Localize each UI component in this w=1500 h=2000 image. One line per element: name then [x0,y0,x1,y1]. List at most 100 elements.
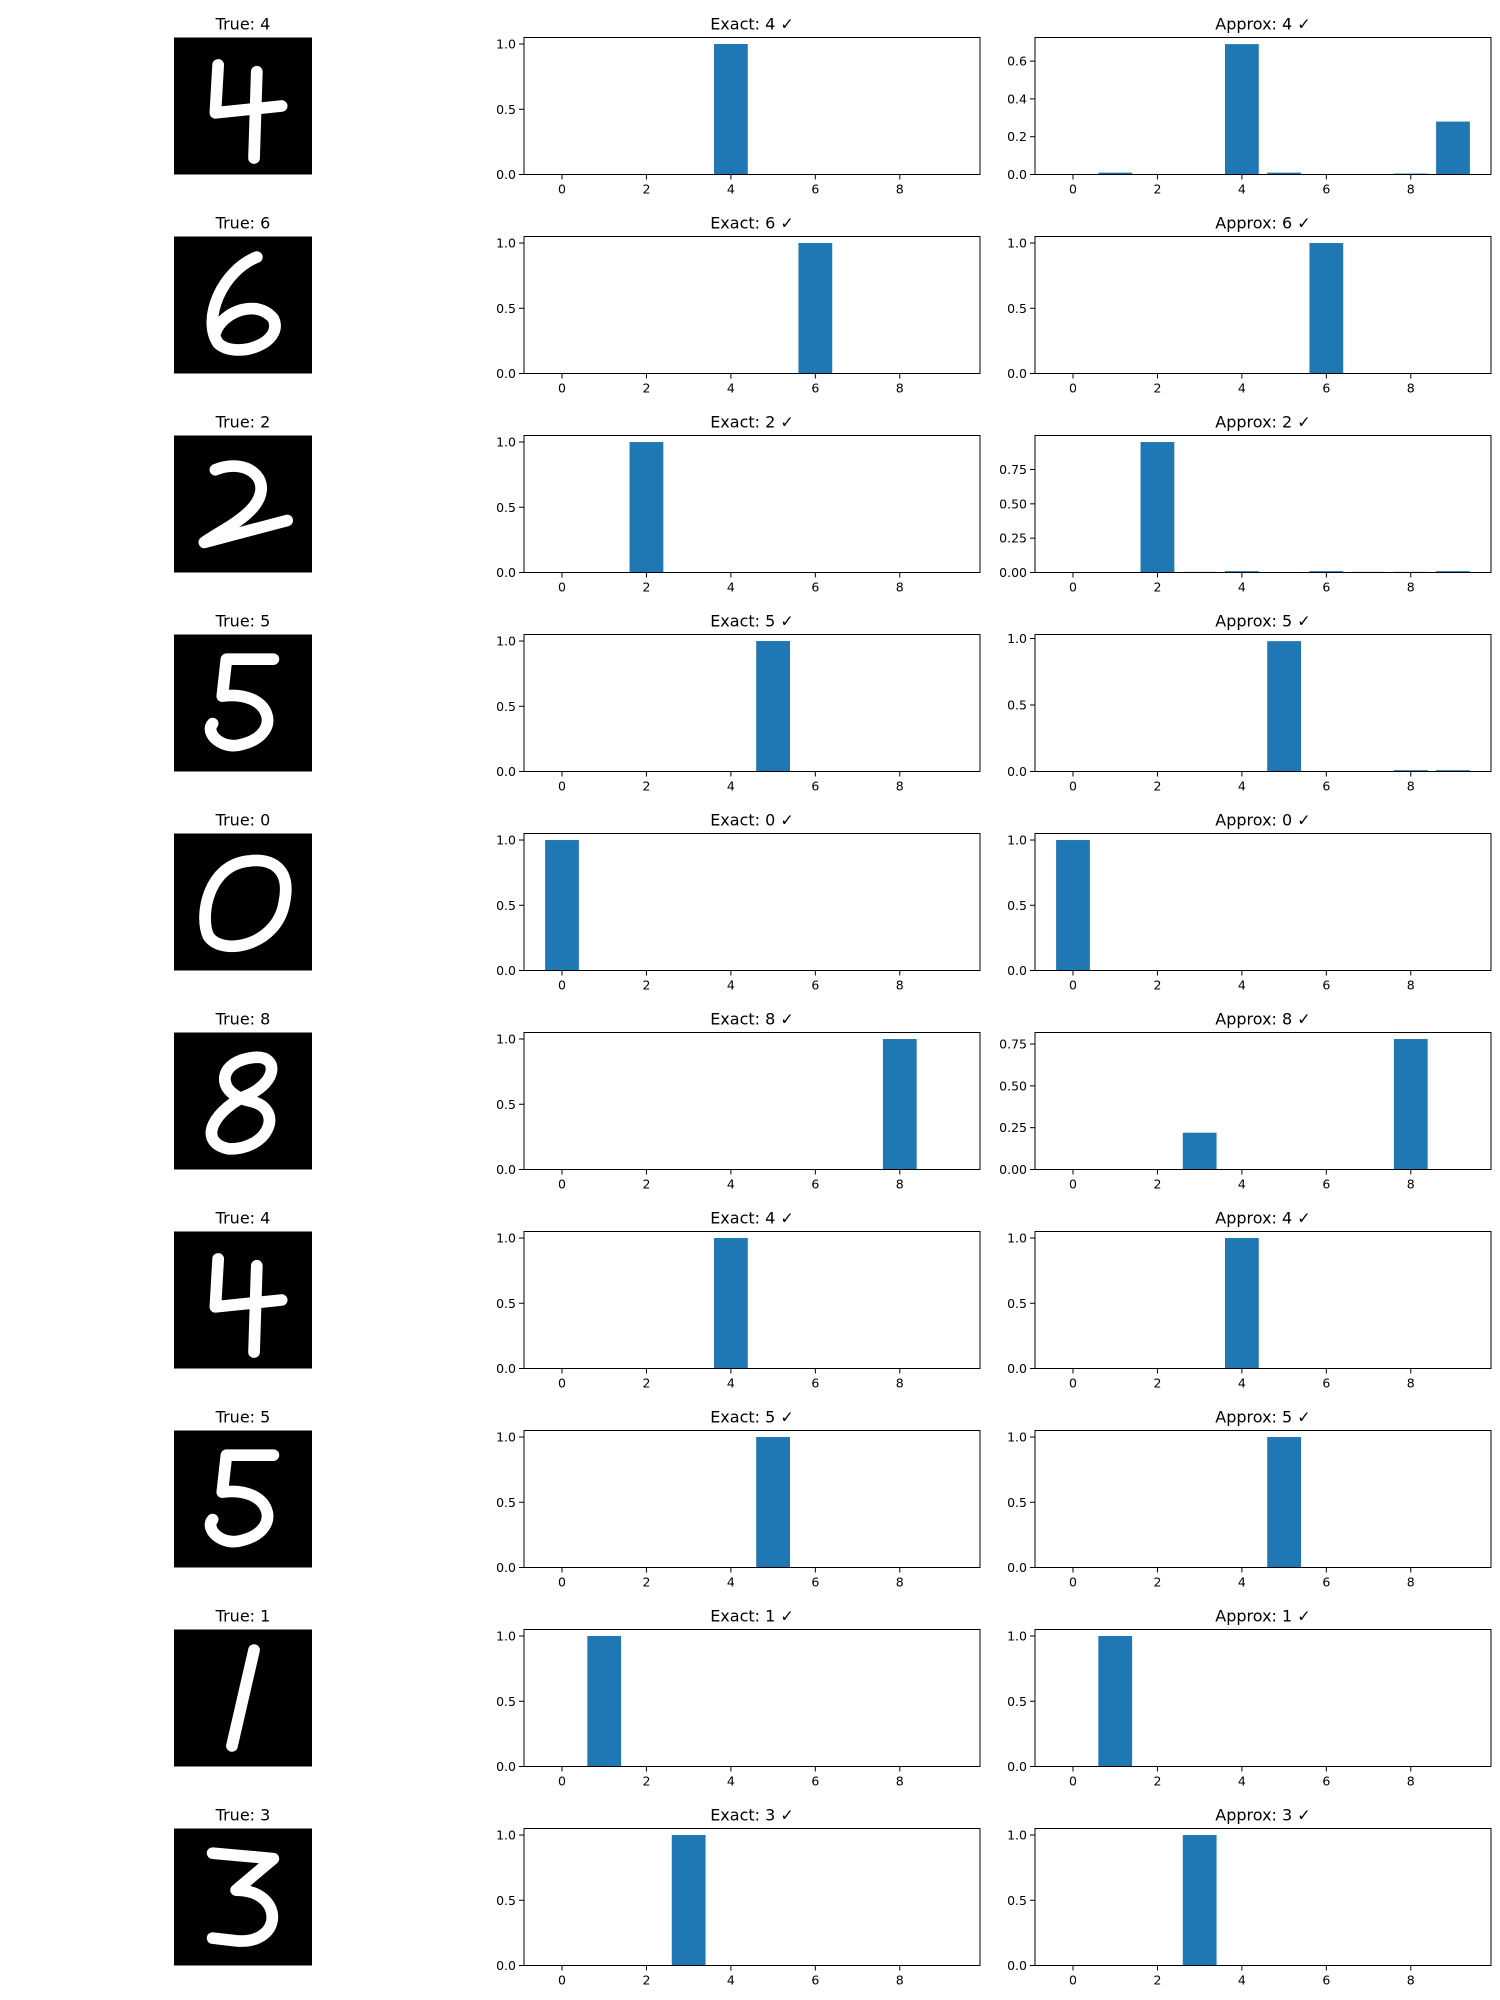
row-10-exact-chart: Exact: 3 ✓ 0 2 4 6 8 0.0 0.5 1.0 [496,1806,981,1988]
x-tick-label: 6 [1322,182,1330,197]
bar-class-4 [1225,1238,1259,1369]
y-tick-label: 0.6 [1007,54,1027,69]
row-6-exact-chart: Exact: 8 ✓ 0 2 4 6 8 0.0 0.5 1.0 [496,1010,981,1192]
row-8-exact-chart: Exact: 5 ✓ 0 2 4 6 8 0.0 0.5 1.0 [496,1408,981,1590]
x-tick-label: 6 [811,1774,819,1789]
x-tick-label: 2 [1153,381,1161,396]
y-tick-label: 0.0 [496,565,516,580]
row-3-exact-chart: Exact: 2 ✓ 0 2 4 6 8 0.0 0.5 1.0 [496,413,981,595]
bar-class-6 [798,243,833,374]
panel-title: Exact: 5 ✓ [710,1408,794,1427]
x-tick-label: 4 [727,1774,735,1789]
handwritten-digit [199,854,292,953]
y-tick-label: 1.0 [1007,833,1027,848]
bar-class-4 [714,44,748,175]
axes-frame [1034,1430,1492,1568]
row-6-approx-chart: Approx: 8 ✓ 0 2 4 6 8 0.00 0.25 0.50 0.75 [999,1010,1492,1192]
x-tick-label: 8 [1407,1774,1415,1789]
panel-title: True: 6 [215,214,271,233]
panel-title: Exact: 0 ✓ [710,811,794,830]
x-tick-label: 6 [1322,580,1330,595]
axes-frame [1034,833,1492,971]
handwritten-digit [206,251,281,356]
y-tick-label: 0.5 [496,1296,516,1311]
x-tick-label: 0 [558,978,566,993]
panel-title: Exact: 1 ✓ [710,1607,794,1626]
x-tick-label: 0 [558,1376,566,1391]
x-tick-label: 6 [811,1376,819,1391]
bar-class-1 [587,1636,622,1767]
x-tick-label: 0 [558,381,566,396]
axes-frame [1034,1629,1492,1767]
x-tick-label: 2 [642,182,650,197]
bar-class-3 [1182,1835,1217,1966]
bar-class-3 [671,1835,706,1966]
x-tick-label: 0 [558,1177,566,1192]
x-tick-label: 0 [1069,182,1077,197]
x-tick-label: 2 [642,580,650,595]
x-tick-label: 6 [811,580,819,595]
x-tick-label: 4 [1238,1774,1246,1789]
y-tick-label: 1.0 [1007,631,1027,646]
x-tick-label: 4 [727,779,735,794]
x-tick-label: 8 [896,978,904,993]
handwritten-digit [206,1847,280,1947]
panel-title: True: 5 [215,612,271,631]
x-tick-label: 4 [727,1575,735,1590]
x-tick-label: 2 [642,779,650,794]
x-tick-label: 0 [1069,1177,1077,1192]
y-tick-label: 1.0 [496,1828,516,1843]
row-9-digit-panel: True: 1 [174,1607,312,1767]
y-tick-label: 1.0 [496,1032,516,1047]
row-4-approx-chart: Approx: 5 ✓ 0 2 4 6 8 0.0 0.5 1.0 [1007,612,1492,794]
bar-class-0 [545,840,579,971]
x-tick-label: 4 [727,381,735,396]
x-tick-label: 6 [1322,1177,1330,1192]
x-tick-label: 4 [1238,1177,1246,1192]
handwritten-digit [209,59,288,164]
y-tick-label: 0.0 [1007,963,1027,978]
x-tick-label: 0 [1069,381,1077,396]
row-6-digit-panel: True: 8 [174,1010,312,1170]
x-tick-label: 4 [1238,1376,1246,1391]
row-9-exact-chart: Exact: 1 ✓ 0 2 4 6 8 0.0 0.5 1.0 [496,1607,981,1789]
y-tick-label: 0.0 [496,764,516,779]
axes-frame [523,833,981,971]
panel-title: Exact: 3 ✓ [710,1806,794,1825]
x-tick-label: 8 [1407,1177,1415,1192]
y-tick-label: 0.0 [1007,1759,1027,1774]
y-tick-label: 0.5 [496,1495,516,1510]
x-tick-label: 4 [727,978,735,993]
x-tick-label: 6 [811,978,819,993]
y-tick-label: 0.0 [496,1759,516,1774]
x-tick-label: 4 [727,1973,735,1988]
x-tick-label: 4 [727,1376,735,1391]
row-2-digit-panel: True: 6 [174,214,312,374]
bar-class-8 [1393,1039,1428,1170]
x-tick-label: 2 [1153,1376,1161,1391]
axes-frame [1034,37,1492,175]
bar-class-9 [1436,770,1470,772]
bar-class-1 [1098,1636,1133,1767]
bar-class-1 [1098,172,1133,175]
bar-class-5 [756,1437,790,1568]
x-tick-label: 8 [896,1575,904,1590]
axes-frame [523,1430,981,1568]
y-tick-label: 0.5 [496,1893,516,1908]
x-tick-label: 4 [1238,1973,1246,1988]
panel-title: True: 1 [215,1607,271,1626]
x-tick-label: 0 [558,182,566,197]
x-tick-label: 0 [1069,978,1077,993]
y-tick-label: 1.0 [1007,236,1027,251]
x-tick-label: 0 [558,1774,566,1789]
panel-title: Approx: 3 ✓ [1215,1806,1310,1825]
row-2-exact-chart: Exact: 6 ✓ 0 2 4 6 8 0.0 0.5 1.0 [496,214,981,396]
row-8-approx-chart: Approx: 5 ✓ 0 2 4 6 8 0.0 0.5 1.0 [1007,1408,1492,1590]
x-tick-label: 8 [896,182,904,197]
x-tick-label: 2 [642,1774,650,1789]
x-tick-label: 0 [1069,580,1077,595]
x-tick-label: 8 [1407,381,1415,396]
y-tick-label: 0.5 [1007,1893,1027,1908]
bar-class-9 [1436,121,1470,175]
row-3-digit-panel: True: 2 [174,413,312,573]
